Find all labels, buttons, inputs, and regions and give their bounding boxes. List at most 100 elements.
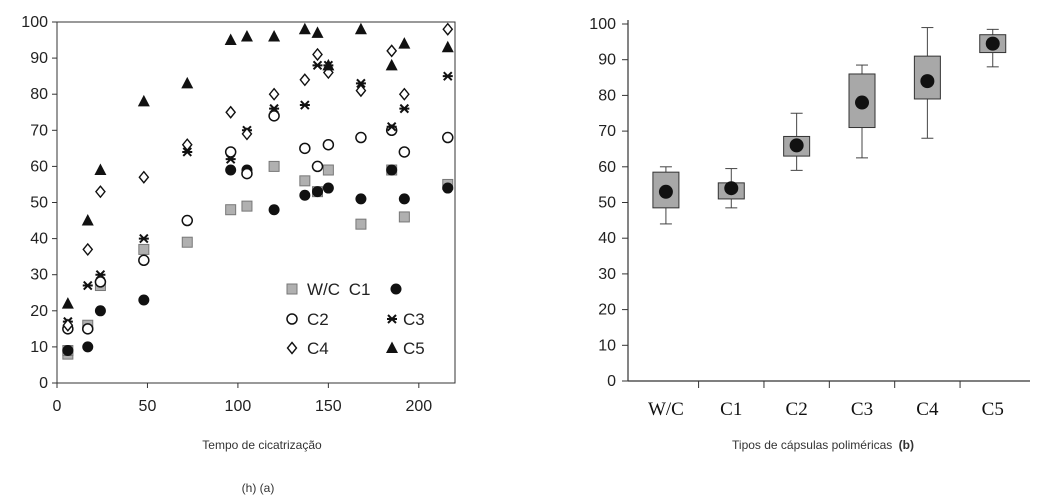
- point-c4-14: [442, 22, 454, 36]
- point-c3-3: [138, 233, 149, 244]
- point-c5-11: [354, 22, 367, 35]
- category-label-c4: C4: [916, 399, 939, 420]
- point-c5-9: [311, 26, 324, 38]
- point-c2-5: [224, 146, 237, 158]
- y-tick-label-a-50: 50: [30, 195, 48, 212]
- x-tick-label-a-150: 150: [315, 398, 342, 415]
- point-c3-8: [299, 100, 310, 110]
- x-axis-title-b: Tipos de cápsulas poliméricas (b): [732, 438, 914, 452]
- point-c2-11: [355, 131, 367, 144]
- y-tick-label-b-0: 0: [607, 373, 616, 390]
- point-c1-9: [322, 182, 334, 194]
- x-tick-label-a-0: 0: [53, 398, 62, 415]
- caption-a: (h) (a): [242, 481, 275, 495]
- point-w-c-14: [398, 211, 410, 223]
- point-c2-14: [442, 131, 454, 144]
- point-c4-12: [386, 44, 398, 58]
- point-c2-9: [311, 160, 324, 173]
- series-w-c: [62, 160, 454, 360]
- point-c4-8: [299, 73, 311, 87]
- series-c1: [62, 164, 454, 357]
- point-c1-10: [355, 193, 367, 205]
- point-c5-13: [398, 37, 411, 49]
- legend-label-c1: C1: [349, 280, 371, 299]
- point-c4-1: [82, 242, 94, 257]
- point-c5-0: [61, 297, 74, 309]
- point-c5-14: [441, 40, 454, 53]
- legend-text-wc-c1: W/C C1: [307, 280, 371, 299]
- point-c3-4: [182, 147, 193, 157]
- y-tick-label-b-40: 40: [598, 230, 616, 247]
- y-tick-label-b-90: 90: [598, 52, 616, 69]
- category-label-c3: C3: [851, 399, 873, 420]
- point-w-c-4: [138, 243, 150, 255]
- median-dot-c5: [985, 36, 1000, 51]
- point-c1-4: [225, 164, 237, 176]
- point-c4-7: [268, 87, 280, 101]
- point-c3-14: [442, 71, 453, 81]
- point-w-c-7: [241, 200, 253, 212]
- box-c5: [979, 28, 1007, 68]
- point-c4-13: [398, 87, 410, 101]
- point-c5-1: [81, 214, 94, 226]
- point-c3-11: [355, 78, 366, 89]
- y-tick-label-a-20: 20: [30, 303, 48, 320]
- point-c1-0: [62, 345, 74, 357]
- category-label-w-c: W/C: [648, 399, 684, 420]
- y-tick-label-b-50: 50: [598, 195, 616, 212]
- point-c4-9: [312, 47, 323, 62]
- y-tick-label-a-90: 90: [30, 50, 48, 67]
- point-w-c-9: [299, 175, 311, 187]
- median-dot-c2: [789, 138, 804, 153]
- series-c5: [61, 22, 454, 309]
- point-c5-7: [268, 29, 281, 42]
- y-tick-label-a-40: 40: [30, 231, 48, 248]
- point-w-c-8: [268, 160, 280, 172]
- legend-marker-wc: [286, 283, 298, 295]
- box-c4: [913, 27, 941, 139]
- point-c2-8: [299, 142, 311, 155]
- point-c4-5: [225, 105, 237, 119]
- y-tick-label-b-100: 100: [589, 16, 616, 33]
- point-c2-2: [94, 276, 107, 288]
- point-c5-3: [137, 94, 150, 107]
- y-tick-label-a-70: 70: [30, 122, 48, 139]
- point-c3-1: [82, 280, 93, 291]
- point-c3-2: [95, 269, 106, 280]
- scatter-panel-a: 0 10 20 30 40 50 60 70 80 90 100 0 50 100 150 200: [21, 14, 456, 415]
- median-dot-w-c: [658, 184, 673, 199]
- point-c4-6: [241, 127, 253, 141]
- point-w-c-11: [322, 164, 334, 176]
- point-c4-3: [138, 170, 150, 184]
- median-dot-c1: [724, 181, 739, 196]
- legend-a: [286, 283, 402, 355]
- point-c1-11: [386, 164, 398, 176]
- point-c3-13: [399, 103, 410, 114]
- legend-marker-c2: [286, 313, 298, 325]
- y-tick-label-b-30: 30: [598, 266, 616, 283]
- box-w-c: [652, 166, 680, 225]
- y-tick-label-b-20: 20: [598, 302, 616, 319]
- point-c4-11: [355, 83, 367, 98]
- point-c1-13: [442, 182, 454, 194]
- series-c2: [62, 110, 454, 335]
- point-c4-2: [95, 185, 106, 199]
- legend-marker-c5: [386, 341, 398, 353]
- point-c5-10: [322, 58, 335, 71]
- x-tick-label-a-200: 200: [405, 398, 432, 415]
- y-tick-label-b-80: 80: [598, 87, 616, 104]
- y-tick-label-b-70: 70: [598, 123, 616, 140]
- x-tick-label-a-50: 50: [139, 398, 157, 415]
- x-axis-title-b-text: Tipos de cápsulas poliméricas: [732, 438, 892, 452]
- category-label-c5: C5: [982, 399, 1004, 420]
- point-c4-0: [62, 318, 74, 332]
- point-c5-5: [224, 33, 237, 46]
- y-tick-label-a-60: 60: [30, 158, 48, 175]
- point-c2-1: [82, 323, 94, 335]
- point-w-c-12: [355, 218, 367, 230]
- y-tick-label-a-100: 100: [21, 14, 48, 31]
- category-label-c2: C2: [786, 399, 808, 420]
- median-dot-c3: [855, 95, 870, 110]
- point-c1-3: [138, 294, 150, 306]
- point-c3-5: [225, 154, 236, 164]
